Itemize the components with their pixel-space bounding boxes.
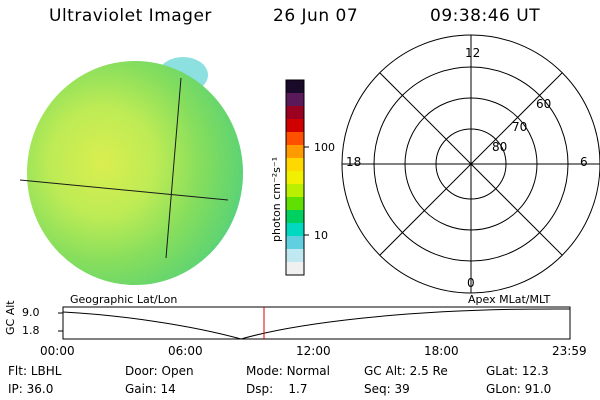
colorbar-stripe [286,236,304,250]
info-dsp: Dsp: 1.7 [246,382,308,396]
polar-grid [341,34,600,294]
x-label-1200: 12:00 [296,344,331,358]
colorbar-stripe [286,171,304,185]
y-label-1-8: 1.8 [22,324,40,337]
colorbar-stripe [286,132,304,146]
apex-label: Apex MLat/MLT [468,293,551,306]
info-glat: GLat: 12.3 [486,364,549,378]
polar-label-6: 6 [580,155,588,169]
altitude-curve [62,308,571,340]
polar-label-18: 18 [346,155,362,169]
colorbar-stripe [286,80,304,94]
timeline-plot [58,306,571,340]
polar-label-70: 70 [512,120,528,134]
geographic-label: Geographic Lat/Lon [70,293,178,306]
colorbar-stripe [286,119,304,133]
info-seq: Seq: 39 [364,382,410,396]
colorbar-unit-label: photon cm⁻²s⁻¹ [270,156,283,242]
latitude-line [19,179,229,201]
meridian-line [165,77,182,259]
colorbar-stripe [286,145,304,159]
info-gc-alt: GC Alt: 2.5 Re [364,364,448,378]
colorbar-stripe [286,106,304,120]
polar-label-0: 0 [467,276,475,290]
colorbar-stripe [286,158,304,172]
instrument-title: Ultraviolet Imager [49,6,212,26]
x-label-0000: 00:00 [40,344,75,358]
info-ip: IP: 36.0 [8,382,54,396]
time-label: 09:38:46 UT [430,6,541,26]
info-mode: Mode: Normal [246,364,330,378]
colorbar-stripe [286,197,304,211]
colorbar-stripe [286,93,304,107]
colorbar [286,80,304,276]
colorbar-tick-100: 100 [314,141,335,154]
x-label-0600: 06:00 [168,344,203,358]
colorbar-stripe [286,249,304,263]
gc-alt-axis-title: GC Alt [4,300,17,335]
colorbar-tick-10: 10 [314,229,328,242]
info-flt: Flt: LBHL [8,364,62,378]
colorbar-stripe [286,262,304,276]
date-label: 26 Jun 07 [273,6,359,26]
info-gain: Gain: 14 [125,382,176,396]
colorbar-stripe [286,210,304,224]
info-glon: GLon: 91.0 [486,382,552,396]
polar-label-60: 60 [536,97,552,111]
y-label-9: 9.0 [22,306,40,319]
polar-label-80: 80 [492,140,508,154]
info-door: Door: Open [125,364,194,378]
earth-disk [19,57,243,285]
x-label-1800: 18:00 [424,344,459,358]
colorbar-stripe [286,184,304,198]
polar-label-12: 12 [465,46,481,60]
colorbar-stripe [286,223,304,237]
x-label-2359: 23:59 [552,344,587,358]
